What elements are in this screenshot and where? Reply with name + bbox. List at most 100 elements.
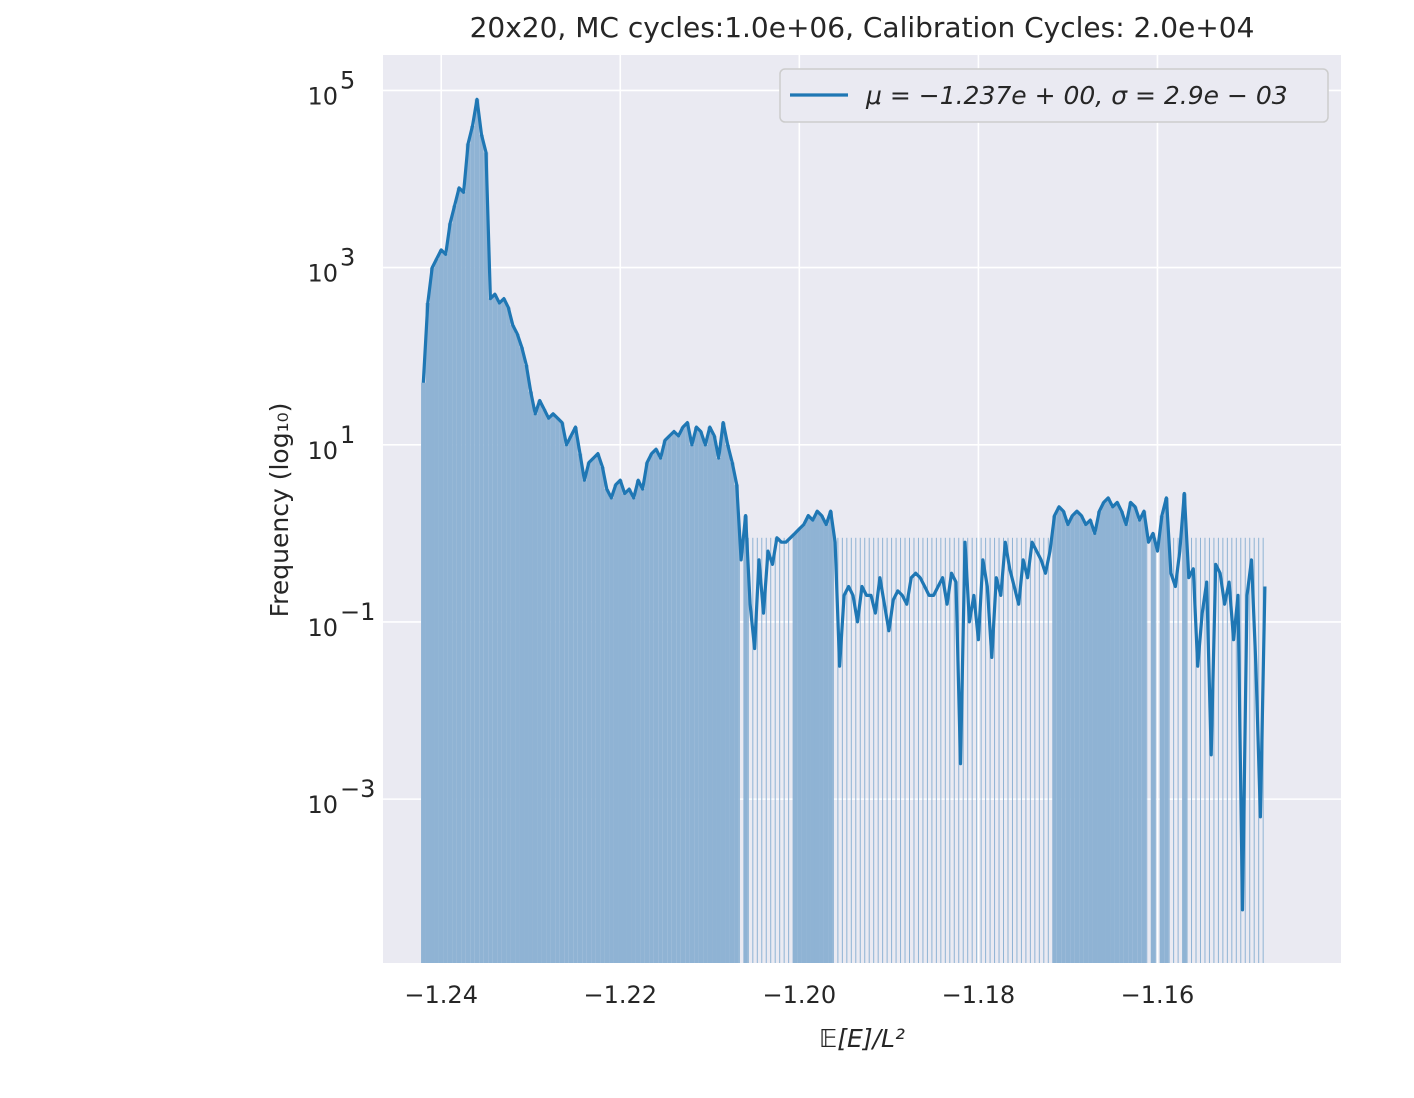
histogram-bar — [604, 489, 610, 963]
histogram-bar — [452, 205, 457, 964]
histogram-bar — [1217, 537, 1219, 963]
histogram-bar — [967, 537, 969, 963]
histogram-bar — [497, 303, 502, 963]
histogram-bar — [515, 334, 520, 963]
histogram-bar — [470, 125, 475, 964]
y-axis-label: Frequency (log₁₀) — [265, 403, 294, 618]
histogram-bar — [1150, 533, 1156, 963]
histogram-bar — [855, 537, 857, 963]
histogram-bar — [913, 537, 915, 963]
histogram-bar — [586, 462, 592, 963]
histogram-bar — [1199, 537, 1201, 963]
histogram-bar — [528, 391, 533, 963]
histogram-bar — [828, 511, 833, 963]
chart-title: 20x20, MC cycles:1.0e+06, Calibration Cy… — [470, 11, 1255, 44]
histogram-bar — [537, 400, 542, 964]
histogram-bar — [734, 484, 739, 963]
histogram-bar — [421, 382, 426, 963]
histogram-bar — [443, 254, 448, 963]
y-tick-base: 10 — [307, 614, 338, 642]
histogram-bar — [1114, 502, 1120, 963]
y-tick-exponent: −1 — [340, 598, 375, 626]
histogram-bar — [1146, 537, 1148, 963]
histogram-bar — [895, 537, 897, 963]
histogram-bar — [752, 537, 754, 963]
histogram-bar — [788, 537, 790, 963]
histogram-bar — [756, 537, 758, 963]
histogram-bar — [904, 537, 906, 963]
histogram-bar — [1141, 511, 1147, 963]
histogram-bar — [550, 413, 556, 963]
histogram-bar — [909, 537, 911, 963]
histogram-bar — [985, 537, 987, 963]
histogram-bar — [774, 537, 776, 963]
histogram-bar — [1101, 502, 1106, 963]
histogram-bar — [1186, 537, 1188, 963]
histogram-bar — [595, 453, 601, 963]
histogram-bar — [873, 537, 875, 963]
x-tick-label: −1.18 — [942, 981, 1016, 1009]
histogram-bar — [1007, 537, 1009, 963]
histogram-bar — [506, 307, 511, 964]
histogram-bar — [1204, 537, 1206, 963]
histogram-bar — [694, 427, 699, 963]
histogram-bar — [720, 422, 726, 963]
histogram-bar — [1182, 493, 1187, 963]
histogram-bar — [1213, 537, 1215, 963]
histogram-bar — [483, 152, 489, 963]
histogram-bar — [555, 418, 560, 963]
histogram-bar — [434, 258, 439, 963]
histogram-bar — [886, 537, 888, 963]
y-tick-label: 105 — [307, 66, 355, 110]
histogram-bar — [765, 537, 767, 963]
histogram-bar — [707, 427, 713, 963]
histogram-bar — [1025, 537, 1027, 963]
histogram-bar — [931, 537, 933, 963]
histogram-bar — [716, 458, 721, 963]
histogram-bar — [1191, 537, 1193, 963]
histogram-bar — [613, 484, 619, 963]
x-axis-label: 𝔼[E]/L² — [819, 1024, 905, 1053]
y-tick-exponent: 1 — [340, 421, 355, 449]
histogram-bar — [626, 489, 632, 963]
histogram-bar — [703, 444, 708, 963]
histogram-bar — [729, 462, 735, 963]
histogram-bar — [1168, 537, 1170, 963]
histogram-bar — [891, 537, 893, 963]
histogram-bar — [438, 249, 444, 963]
histogram-bar — [541, 409, 547, 964]
histogram-bar — [998, 537, 1000, 963]
histogram-bar — [461, 192, 466, 963]
histogram-bar — [747, 537, 749, 963]
y-tick-label: 10−1 — [307, 598, 375, 642]
histogram-bar — [1079, 515, 1084, 963]
histogram-bar — [1065, 524, 1071, 963]
legend-label: μ = −1.237e + 00, σ = 2.9e − 03 — [865, 81, 1288, 110]
histogram-bar — [622, 493, 627, 963]
histogram-bar — [832, 537, 834, 963]
y-tick-exponent: 5 — [340, 66, 355, 94]
histogram-bar — [989, 537, 991, 963]
histogram-bar — [1029, 537, 1031, 963]
histogram-bar — [1164, 497, 1169, 963]
histogram-bar — [935, 537, 937, 963]
histogram-bar — [640, 489, 645, 963]
histogram-bar — [1070, 515, 1075, 963]
histogram-bar — [658, 458, 663, 963]
histogram-bar — [425, 303, 431, 963]
histogram-bar — [926, 537, 928, 963]
histogram-bar — [456, 187, 462, 963]
y-tick-label: 101 — [307, 421, 355, 465]
histogram-bar — [1074, 511, 1080, 963]
histogram-bar — [770, 537, 772, 963]
histogram-bar — [900, 537, 902, 963]
histogram-bar — [823, 524, 829, 963]
histogram-bar — [582, 480, 587, 963]
histogram-bar — [671, 431, 677, 963]
histogram-bar — [1083, 524, 1089, 963]
y-tick-exponent: 3 — [340, 244, 355, 272]
histogram-bar — [474, 99, 480, 964]
histogram-bar — [1052, 515, 1057, 963]
histogram-bar — [1226, 537, 1228, 963]
histogram-bar — [430, 267, 435, 964]
